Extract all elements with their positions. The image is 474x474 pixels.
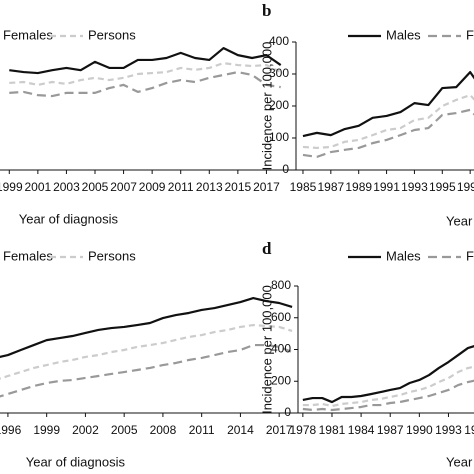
panel: 1985198719891991199319951997199901002003… [259, 1, 474, 228]
x-axis-title: Year of diagnosis [446, 454, 474, 469]
x-tick-label: 1993 [435, 423, 462, 437]
x-tick-label: 1987 [377, 423, 404, 437]
panel: 1996 1999 2002 2005 2008 2011 2014 2017 Year of … [0, 248, 305, 469]
y-tick-label: 0 [284, 405, 291, 419]
y-tick-label: 200 [269, 98, 289, 112]
x-tick-label: 2011 [189, 423, 215, 437]
x-tick-label: 2017 [266, 423, 293, 437]
x-tick-label: 2011 [168, 180, 194, 194]
x-tick-label: 2009 [139, 180, 166, 194]
series-line [0, 296, 293, 359]
x-tick-label: 1997 [457, 180, 474, 194]
x-tick-label: 1996 [0, 423, 22, 437]
series-line [302, 94, 474, 150]
x-tick-label: 2005 [82, 180, 109, 194]
x-axis-title: Year of diagnosis [19, 211, 119, 226]
x-tick-label: 1984 [348, 423, 375, 437]
legend-label: Persons [88, 248, 136, 263]
y-axis-title: Incidence per 100,000 [259, 42, 274, 171]
legend-label: Females [3, 27, 53, 42]
x-tick-label: 2014 [227, 423, 254, 437]
x-tick-label: 1999 [0, 180, 23, 194]
y-tick-label: 600 [271, 310, 291, 324]
y-tick-label: 400 [269, 34, 289, 48]
legend-label: Males [386, 27, 421, 42]
x-tick-label: 1999 [33, 423, 60, 437]
x-tick-label: 2008 [150, 423, 177, 437]
y-tick-label: 800 [271, 278, 291, 292]
legend-label: Females [466, 248, 474, 263]
x-tick-label: 1985 [290, 180, 317, 194]
legend-label: Females [466, 27, 474, 42]
x-tick-label: 2017 [253, 180, 280, 194]
series-line [9, 62, 282, 86]
series-line [9, 46, 282, 75]
y-tick-label: 0 [282, 162, 289, 176]
legend-label: Males [386, 248, 421, 263]
series-line [9, 70, 281, 98]
x-tick-label: 2007 [110, 180, 137, 194]
x-tick-label: 1996 [464, 423, 474, 437]
y-tick-label: 400 [271, 342, 291, 356]
series-line [302, 108, 474, 158]
legend-label: Persons [88, 27, 136, 42]
series-line [302, 70, 474, 138]
y-axis-title: Incidence per 100,000 [259, 285, 274, 414]
x-tick-label: 2013 [196, 180, 223, 194]
panel-label: d [262, 239, 272, 258]
x-tick-label: 2015 [225, 180, 252, 194]
y-tick-label: 200 [271, 373, 291, 387]
x-tick-label: 2002 [72, 423, 99, 437]
x-tick-label: 2003 [53, 180, 80, 194]
x-tick-label: 1991 [373, 180, 400, 194]
x-tick-label: 2005 [111, 423, 138, 437]
x-axis-title: Year of diagnosis [26, 454, 126, 469]
x-axis-title: Year of diagnosis [446, 213, 474, 228]
panel: 1999200120032005200720092011201320152017… [0, 27, 295, 226]
panel: 1978198119841987199019931996 0 200 400 600 80… [259, 239, 474, 469]
x-tick-label: 1995 [429, 180, 456, 194]
x-tick-label: 1989 [345, 180, 372, 194]
panel-label: b [262, 1, 271, 20]
x-tick-label: 1993 [401, 180, 428, 194]
series-line [0, 323, 293, 380]
x-tick-label: 1981 [319, 423, 346, 437]
series-line [302, 379, 474, 412]
series-line [302, 345, 474, 404]
x-tick-label: 1978 [290, 423, 317, 437]
legend-label: Females [3, 248, 53, 263]
x-tick-label: 1990 [406, 423, 433, 437]
series-line [0, 343, 293, 398]
y-tick-label: 300 [269, 66, 289, 80]
x-tick-label: 1987 [317, 180, 344, 194]
x-tick-label: 2001 [25, 180, 52, 194]
y-tick-label: 100 [269, 130, 289, 144]
